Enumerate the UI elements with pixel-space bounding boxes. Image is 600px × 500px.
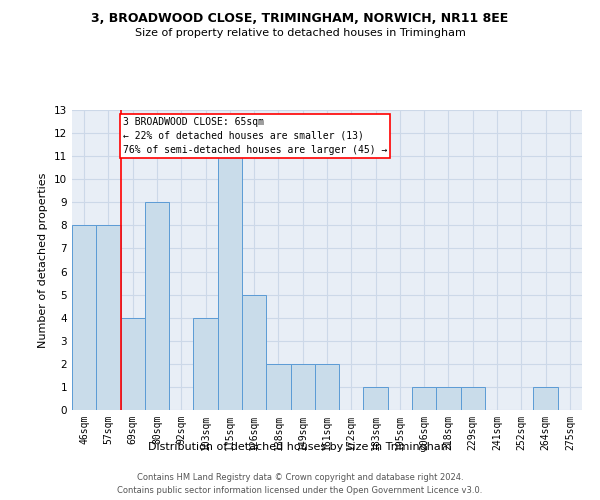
Bar: [145, 202, 169, 410]
Bar: [218, 156, 242, 410]
Text: Size of property relative to detached houses in Trimingham: Size of property relative to detached ho…: [134, 28, 466, 38]
Text: Distribution of detached houses by size in Trimingham: Distribution of detached houses by size …: [148, 442, 452, 452]
Bar: [121, 318, 145, 410]
Bar: [290, 364, 315, 410]
Bar: [266, 364, 290, 410]
Bar: [412, 387, 436, 410]
Text: 3 BROADWOOD CLOSE: 65sqm
← 22% of detached houses are smaller (13)
76% of semi-d: 3 BROADWOOD CLOSE: 65sqm ← 22% of detach…: [123, 117, 388, 155]
Bar: [315, 364, 339, 410]
Bar: [96, 226, 121, 410]
Bar: [242, 294, 266, 410]
Text: Contains HM Land Registry data © Crown copyright and database right 2024.
Contai: Contains HM Land Registry data © Crown c…: [118, 473, 482, 495]
Bar: [533, 387, 558, 410]
Bar: [193, 318, 218, 410]
Text: 3, BROADWOOD CLOSE, TRIMINGHAM, NORWICH, NR11 8EE: 3, BROADWOOD CLOSE, TRIMINGHAM, NORWICH,…: [91, 12, 509, 26]
Bar: [72, 226, 96, 410]
Y-axis label: Number of detached properties: Number of detached properties: [38, 172, 49, 348]
Bar: [436, 387, 461, 410]
Bar: [461, 387, 485, 410]
Bar: [364, 387, 388, 410]
